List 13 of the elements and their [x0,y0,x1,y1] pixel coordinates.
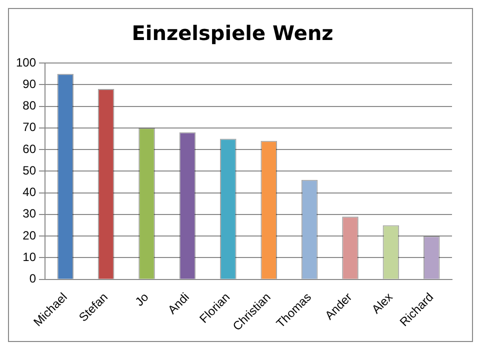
y-tick-label: 70 [22,120,36,134]
y-tick-label: 20 [22,228,36,242]
y-tick-label: 80 [22,98,36,113]
y-tick-label: 0 [29,272,36,286]
y-tick-label: 60 [22,142,36,156]
y-tick-label: 100 [16,55,36,70]
y-tick-label: 30 [22,206,36,221]
chart-title: Einzelspiele Wenz [132,21,334,46]
y-tick-label: 40 [22,185,36,200]
y-tick-label: 50 [22,163,36,178]
y-tick-label: 10 [22,250,36,264]
y-tick-label: 90 [22,76,36,91]
x-tick-label: Jo [132,290,152,309]
